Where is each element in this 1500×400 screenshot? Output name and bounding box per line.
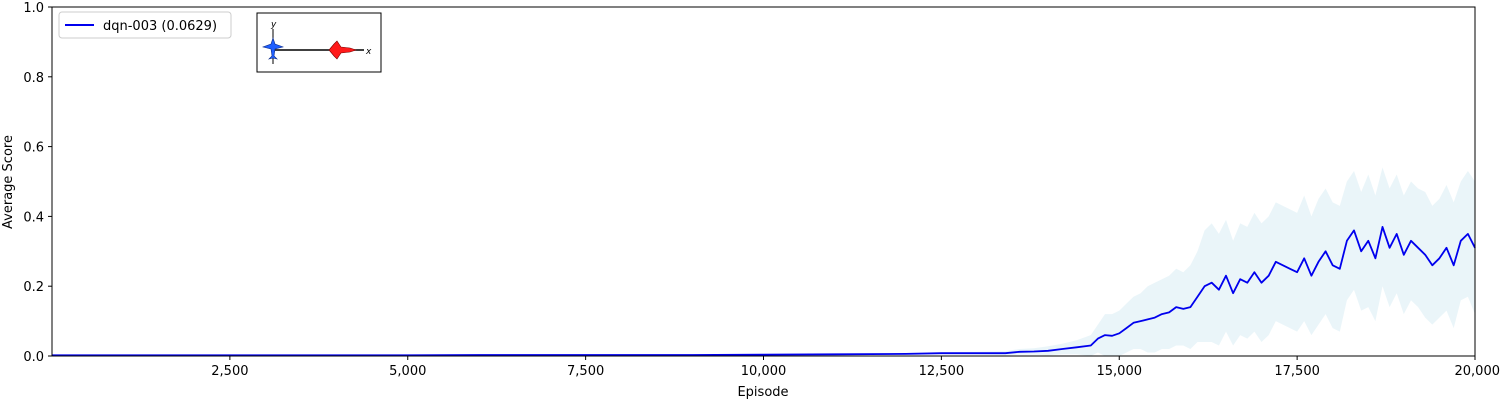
x-axis-label: Episode [737, 385, 788, 400]
x-tick-label: 17,500 [1274, 364, 1320, 379]
y-axis-label: Average Score [1, 135, 16, 229]
legend-entry: dqn-003 (0.0629) [103, 19, 217, 34]
inset-x-label: x [365, 47, 372, 57]
legend: dqn-003 (0.0629) [58, 11, 232, 39]
y-tick-label: 0.6 [23, 141, 44, 156]
series-line [52, 225, 1476, 357]
y-tick-label: 0.8 [23, 71, 44, 86]
x-tick-label: 2,500 [211, 364, 248, 379]
y-tick-label: 0.4 [23, 210, 44, 225]
x-tick-label: 15,000 [1097, 364, 1143, 379]
y-axis-ticks: 0.0 0.2 0.4 0.6 0.8 1.0 [23, 1, 52, 365]
red-aircraft-icon [328, 40, 357, 60]
x-tick-label: 10,000 [741, 364, 787, 379]
blue-aircraft-icon [261, 37, 285, 60]
inset-diagram: y x [256, 12, 382, 73]
x-tick-label: 20,000 [1455, 364, 1500, 379]
inset-y-label: y [270, 20, 277, 30]
y-tick-label: 0.0 [23, 350, 44, 365]
y-tick-label: 1.0 [23, 1, 44, 16]
x-axis-ticks: 2,500 5,000 7,500 10,000 12,500 15,000 17,500 2… [211, 356, 1500, 379]
x-tick-label: 5,000 [389, 364, 426, 379]
legend-box [58, 11, 232, 39]
x-tick-label: 12,500 [919, 364, 965, 379]
x-tick-label: 7,500 [567, 364, 604, 379]
series-line-layer [52, 225, 1476, 357]
inset-frame [256, 12, 382, 73]
y-tick-label: 0.2 [23, 280, 44, 295]
